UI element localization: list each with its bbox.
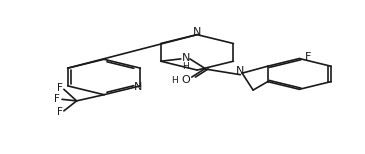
Text: O: O xyxy=(181,75,190,85)
Text: N: N xyxy=(236,66,245,76)
Text: F: F xyxy=(305,52,312,62)
Text: N: N xyxy=(193,27,201,37)
Text: F: F xyxy=(54,94,59,104)
Text: H: H xyxy=(182,62,189,71)
Text: N: N xyxy=(181,53,190,63)
Text: F: F xyxy=(57,107,63,117)
Text: H: H xyxy=(171,76,178,85)
Text: F: F xyxy=(57,83,63,93)
Text: N: N xyxy=(134,82,143,92)
